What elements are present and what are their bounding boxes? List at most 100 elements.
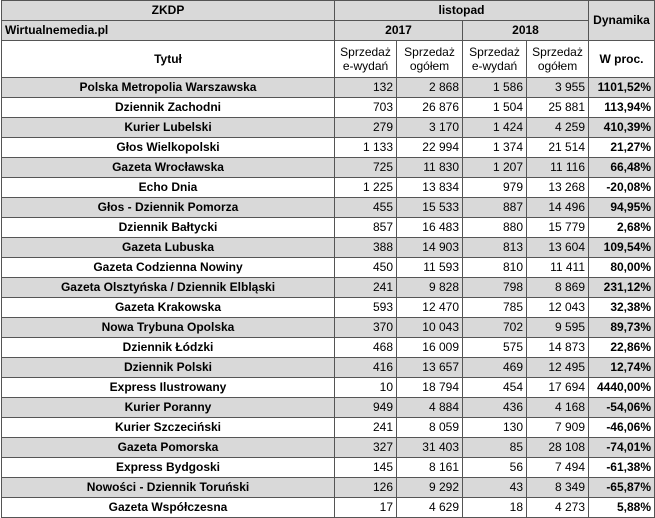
row-title: Kurier Poranny	[1, 397, 335, 418]
row-e-sales-2018: 1 374	[462, 137, 527, 158]
row-total-sales-2017: 18 794	[396, 377, 463, 398]
row-total-sales-2018: 7 909	[525, 417, 590, 438]
row-total-sales-2017: 11 830	[396, 157, 463, 178]
row-percent: 12,74%	[588, 357, 655, 378]
header-row-1: ZKDP listopad Dynamika	[1, 0, 655, 41]
row-percent: 410,39%	[588, 117, 655, 138]
row-total-sales-2018: 21 514	[525, 137, 590, 158]
table-row: Gazeta Lubuska 388 14 903 813 13 604 109,54%	[1, 237, 655, 258]
row-e-sales-2017: 416	[334, 357, 397, 378]
row-title: Dziennik Zachodni	[1, 97, 335, 118]
row-percent: 4440,00%	[588, 377, 655, 398]
row-title: Dziennik Polski	[1, 357, 335, 378]
row-total-sales-2018: 28 108	[525, 437, 590, 458]
row-total-sales-2018: 4 259	[525, 117, 590, 138]
row-title: Gazeta Codzienna Nowiny	[1, 257, 335, 278]
row-percent: -46,06%	[588, 417, 655, 438]
row-total-sales-2018: 15 779	[525, 217, 590, 238]
row-percent: 89,73%	[588, 317, 655, 338]
row-e-sales-2017: 857	[334, 217, 397, 238]
source-label: ZKDP	[1, 0, 335, 21]
row-e-sales-2018: 798	[462, 277, 527, 298]
row-percent: 21,27%	[588, 137, 655, 158]
row-e-sales-2017: 327	[334, 437, 397, 458]
row-title: Express Bydgoski	[1, 457, 335, 478]
row-e-sales-2017: 17	[334, 497, 397, 518]
row-title: Kurier Lubelski	[1, 117, 335, 138]
row-total-sales-2017: 8 059	[396, 417, 463, 438]
table-row: Nowości - Dziennik Toruński 126 9 292 43 8 3…	[1, 477, 655, 498]
row-total-sales-2018: 12 495	[525, 357, 590, 378]
row-percent: 109,54%	[588, 237, 655, 258]
table-row: Polska Metropolia Warszawska 132 2 868 1 58…	[1, 77, 655, 98]
row-total-sales-2018: 4 168	[525, 397, 590, 418]
row-total-sales-2017: 10 043	[396, 317, 463, 338]
col-e-sales-2018-header: Sprzedaż e-wydań	[462, 40, 527, 78]
table-row: Gazeta Pomorska 327 31 403 85 28 108 -74,01%	[1, 437, 655, 458]
row-e-sales-2018: 1 504	[462, 97, 527, 118]
table-row: Kurier Poranny 949 4 884 436 4 168 -54,06%	[1, 397, 655, 418]
row-title: Gazeta Olsztyńska / Dziennik Elbląski	[1, 277, 335, 298]
row-e-sales-2017: 388	[334, 237, 397, 258]
row-total-sales-2018: 13 604	[525, 237, 590, 258]
row-title: Kurier Szczeciński	[1, 417, 335, 438]
row-total-sales-2018: 3 955	[525, 77, 590, 98]
row-e-sales-2018: 1 586	[462, 77, 527, 98]
col-total-sales-2017-header: Sprzedaż ogółem	[396, 40, 463, 78]
row-total-sales-2017: 13 834	[396, 177, 463, 198]
row-e-sales-2018: 979	[462, 177, 527, 198]
row-e-sales-2018: 813	[462, 237, 527, 258]
table-row: Kurier Lubelski 279 3 170 1 424 4 259 410,39%	[1, 117, 655, 138]
row-total-sales-2018: 8 349	[525, 477, 590, 498]
row-e-sales-2017: 468	[334, 337, 397, 358]
header-row-2: Wirtualnemedia.pl 2017 2018	[1, 20, 655, 41]
row-title: Nowa Trybuna Opolska	[1, 317, 335, 338]
month-label: listopad	[333, 0, 590, 21]
row-e-sales-2018: 43	[462, 477, 527, 498]
row-e-sales-2018: 454	[462, 377, 527, 398]
row-total-sales-2017: 4 629	[396, 497, 463, 518]
row-percent: 94,95%	[588, 197, 655, 218]
row-e-sales-2018: 85	[462, 437, 527, 458]
row-total-sales-2017: 9 828	[396, 277, 463, 298]
row-total-sales-2017: 4 884	[396, 397, 463, 418]
row-e-sales-2018: 702	[462, 317, 527, 338]
row-e-sales-2018: 469	[462, 357, 527, 378]
row-total-sales-2017: 15 533	[396, 197, 463, 218]
row-total-sales-2018: 11 411	[525, 257, 590, 278]
row-percent: 22,86%	[588, 337, 655, 358]
table-row: Głos Wielkopolski 1 133 22 994 1 374 21 514 2…	[1, 137, 655, 158]
table-row: Gazeta Olsztyńska / Dziennik Elbląski 241…	[1, 277, 655, 298]
row-e-sales-2018: 880	[462, 217, 527, 238]
row-percent: -61,38%	[588, 457, 655, 478]
row-e-sales-2017: 241	[334, 417, 397, 438]
row-total-sales-2018: 25 881	[525, 97, 590, 118]
row-e-sales-2018: 56	[462, 457, 527, 478]
row-percent: -20,08%	[588, 177, 655, 198]
row-total-sales-2017: 22 994	[396, 137, 463, 158]
row-e-sales-2018: 575	[462, 337, 527, 358]
table-row: Kurier Szczeciński 241 8 059 130 7 909 -46,06…	[1, 417, 655, 438]
row-total-sales-2017: 12 470	[396, 297, 463, 318]
table-row: Głos - Dziennik Pomorza 455 15 533 887 14 49…	[1, 197, 655, 218]
row-e-sales-2018: 810	[462, 257, 527, 278]
table-row: Echo Dnia 1 225 13 834 979 13 268 -20,08%	[1, 177, 655, 198]
row-e-sales-2017: 450	[334, 257, 397, 278]
row-title: Polska Metropolia Warszawska	[1, 77, 335, 98]
row-total-sales-2018: 7 494	[525, 457, 590, 478]
year-2018-header: 2018	[461, 20, 590, 41]
row-percent: 2,68%	[588, 217, 655, 238]
row-total-sales-2017: 16 483	[396, 217, 463, 238]
table-row: Gazeta Wrocławska 725 11 830 1 207 11 116 66,…	[1, 157, 655, 178]
row-title: Gazeta Wrocławska	[1, 157, 335, 178]
dynamics-header: Dynamika	[588, 0, 655, 41]
row-total-sales-2018: 13 268	[525, 177, 590, 198]
table-row: Dziennik Łódzki 468 16 009 575 14 873 22,86%	[1, 337, 655, 358]
row-percent: 80,00%	[588, 257, 655, 278]
row-e-sales-2017: 725	[334, 157, 397, 178]
row-e-sales-2017: 10	[334, 377, 397, 398]
row-e-sales-2018: 785	[462, 297, 527, 318]
row-e-sales-2018: 1 424	[462, 117, 527, 138]
row-e-sales-2017: 279	[334, 117, 397, 138]
